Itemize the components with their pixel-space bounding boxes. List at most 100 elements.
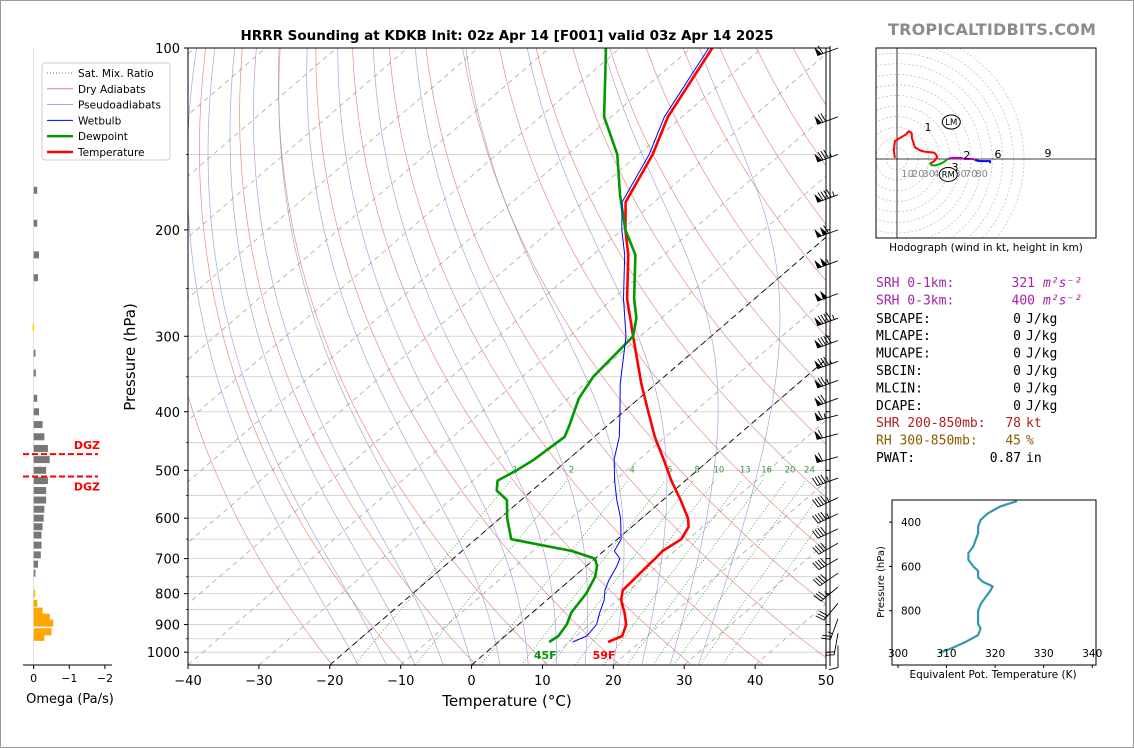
barb-flag (814, 228, 823, 238)
index-unit: J/kg (1026, 364, 1057, 379)
skewt-xlabel: Temperature (°C) (441, 692, 571, 710)
wind-barb (814, 290, 839, 302)
hodograph-ring-label: 20 (912, 169, 925, 180)
mixing-ratio-line (673, 480, 807, 665)
hodograph-height-label: 6 (995, 148, 1002, 161)
temperature-surface-label: 59F (593, 649, 616, 662)
hodograph-height-label: 2 (964, 149, 971, 162)
wind-barb (812, 542, 839, 555)
legend-label: Wetbulb (78, 115, 122, 127)
barb-feather (817, 192, 824, 201)
dewpoint-line (495, 48, 638, 644)
barb-half-feather (829, 358, 832, 364)
wind-barb (814, 225, 839, 238)
isotherm (825, 664, 826, 665)
barb-feather (820, 542, 828, 550)
wind-barb (814, 356, 839, 370)
index-row: MUCAPE: 0 J/kg (876, 347, 1057, 362)
index-label: MLCIN: (876, 381, 923, 396)
barb-feather (820, 314, 827, 323)
wind-barbs (811, 45, 839, 670)
barb-half-feather (826, 497, 830, 503)
dry-adiabat (388, 48, 764, 665)
barb-feather (820, 394, 827, 403)
barb-feather (828, 667, 839, 670)
barb-staff (833, 633, 839, 655)
barb-half-feather (826, 476, 830, 482)
barb-feather (820, 511, 827, 520)
index-value: 0 (1013, 399, 1021, 414)
index-label: SHR 200-850mb: (876, 416, 986, 431)
barb-feather (817, 114, 824, 123)
barb-feather (817, 315, 824, 324)
barb-feather (817, 613, 826, 619)
index-row: SRH 0-1km: 321 m²s⁻² (876, 276, 1082, 291)
index-value: 321 (1012, 276, 1035, 291)
pseudoadiabat (372, 48, 557, 665)
barb-staff (816, 456, 839, 463)
barb-staff (817, 340, 839, 349)
index-unit: J/kg (1026, 381, 1057, 396)
barb-flag (814, 153, 823, 162)
isotherm (188, 53, 826, 605)
barb-feather (820, 150, 827, 160)
isotherm (542, 420, 826, 665)
barb-feather (819, 610, 828, 616)
index-label: SBCAPE: (876, 312, 931, 327)
wind-barb (828, 645, 839, 670)
dry-adiabat (756, 48, 826, 167)
wind-barb (814, 45, 839, 56)
barb-feather (815, 615, 825, 621)
barb-feather (820, 526, 827, 535)
wind-barb (813, 586, 839, 602)
barb-feather (811, 477, 818, 486)
index-row: SBCIN: 0 J/kg (876, 364, 1057, 379)
dewpoint-surface-label: 45F (534, 649, 557, 662)
barb-feather (820, 574, 828, 581)
index-unit: J/kg (1026, 399, 1057, 414)
x-tick-label: −40 (174, 674, 201, 689)
index-value: 0 (1013, 381, 1021, 396)
barb-flag (819, 226, 828, 236)
hodograph-segment (947, 156, 976, 161)
x-tick-label: −10 (387, 674, 414, 689)
omega-xlabel: Omega (Pa/s) (26, 692, 114, 707)
index-value: 0 (1013, 312, 1021, 327)
index-label: DCAPE: (876, 399, 923, 414)
wind-barb (814, 394, 839, 407)
x-tick-label: −20 (316, 674, 343, 689)
x-tick-label: 40 (747, 674, 764, 689)
wind-barb (812, 511, 839, 524)
omega-bar (33, 186, 38, 194)
hodograph-height-label: 9 (1045, 147, 1052, 160)
hodograph-ring-label: 10 (901, 169, 914, 180)
dry-adiabat (645, 48, 826, 337)
index-label: SRH 0-1km: (876, 276, 954, 291)
barb-feather (817, 377, 824, 387)
pseudoadiabat (306, 48, 501, 665)
barb-flag (814, 317, 823, 326)
legend: Sat. Mix. Ratio Dry Adiabats Pseudoadiabat… (41, 62, 171, 161)
omega-bar (33, 394, 38, 402)
index-label: MLCAPE: (876, 329, 931, 344)
dry-adiabat (278, 48, 549, 665)
barb-half-feather (826, 379, 830, 385)
isotherm (188, 48, 408, 238)
barb-half-feather (826, 259, 830, 265)
x-tick-label: 10 (534, 674, 551, 689)
barb-feather (814, 561, 822, 569)
omega-bar (33, 560, 38, 568)
index-unit: J/kg (1026, 312, 1057, 327)
hodograph-ring-label: 60 (954, 169, 967, 180)
wind-barb (814, 376, 839, 389)
mixing-ratio-line (414, 480, 568, 665)
pseudoadiabat (526, 48, 668, 665)
theta-e-xlabel: Equivalent Pot. Temperature (K) (909, 669, 1076, 681)
isotherm (188, 48, 550, 360)
omega-bar (33, 274, 38, 282)
isotherm (754, 603, 826, 665)
dry-adiabat (572, 48, 826, 445)
barb-feather (820, 357, 827, 366)
barb-feather (814, 514, 822, 523)
left-mover-marker (941, 114, 961, 130)
